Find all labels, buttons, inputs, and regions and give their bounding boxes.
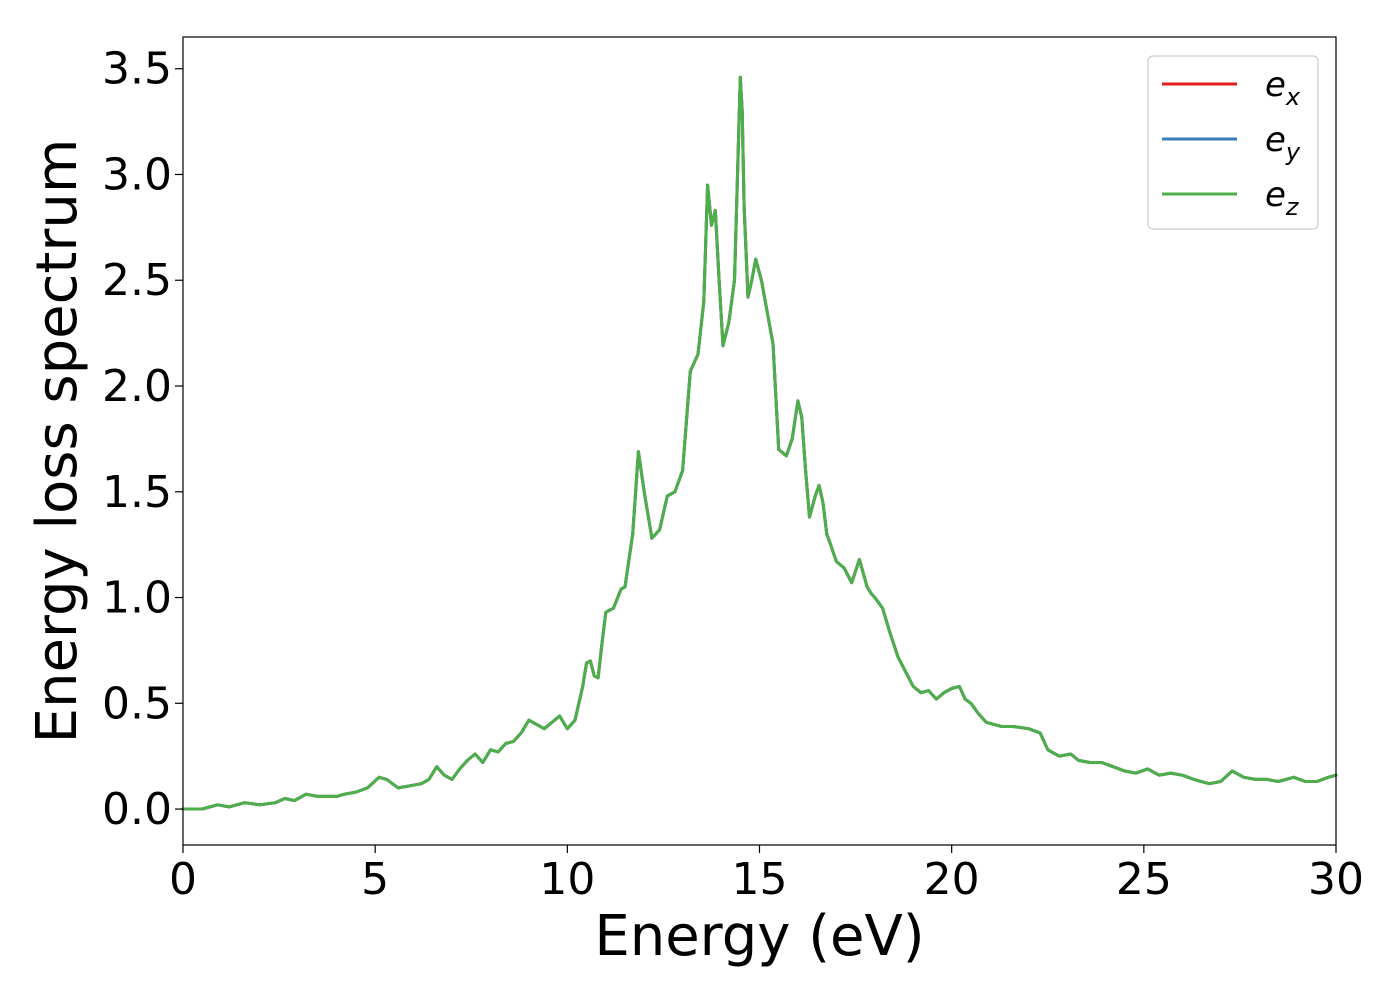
legend-label-x: ex [1265, 65, 1301, 111]
legend-label-y: ey [1265, 120, 1301, 166]
legend-label-base: e [1265, 120, 1286, 160]
x-axis: 0 5 10 15 20 25 30 [169, 845, 1364, 905]
y-tick-label: 2.0 [102, 361, 172, 412]
y-axis: 0.0 0.5 1.0 1.5 2.0 2.5 3.0 3.5 [102, 44, 183, 835]
x-tick-label: 5 [361, 854, 389, 905]
y-axis-title: Energy loss spectrum [25, 139, 90, 744]
x-tick-label: 10 [539, 854, 595, 905]
x-axis-title: Energy (eV) [594, 904, 924, 969]
legend-label-base: e [1265, 65, 1286, 105]
series-line-e-z [181, 75, 1338, 811]
x-tick-label: 30 [1308, 854, 1364, 905]
x-tick-label: 25 [1116, 854, 1172, 905]
y-tick-label: 2.5 [102, 255, 172, 306]
y-tick-label: 1.0 [102, 573, 172, 624]
series-layer [181, 75, 1338, 811]
legend-label-z: ez [1265, 175, 1300, 221]
y-tick-label: 0.0 [102, 784, 172, 835]
x-tick-label: 15 [732, 854, 788, 905]
legend-box [1147, 55, 1319, 230]
legend-label-subscript: y [1285, 138, 1301, 166]
x-tick-label: 20 [924, 854, 980, 905]
y-tick-label: 3.0 [102, 149, 172, 200]
legend-label-subscript: z [1285, 193, 1300, 221]
y-tick-label: 3.5 [102, 44, 172, 95]
legend-label-subscript: x [1285, 83, 1301, 111]
y-tick-label: 1.5 [102, 467, 172, 518]
y-tick-label: 0.5 [102, 678, 172, 729]
legend-label-base: e [1265, 175, 1286, 215]
x-tick-label: 0 [169, 854, 197, 905]
